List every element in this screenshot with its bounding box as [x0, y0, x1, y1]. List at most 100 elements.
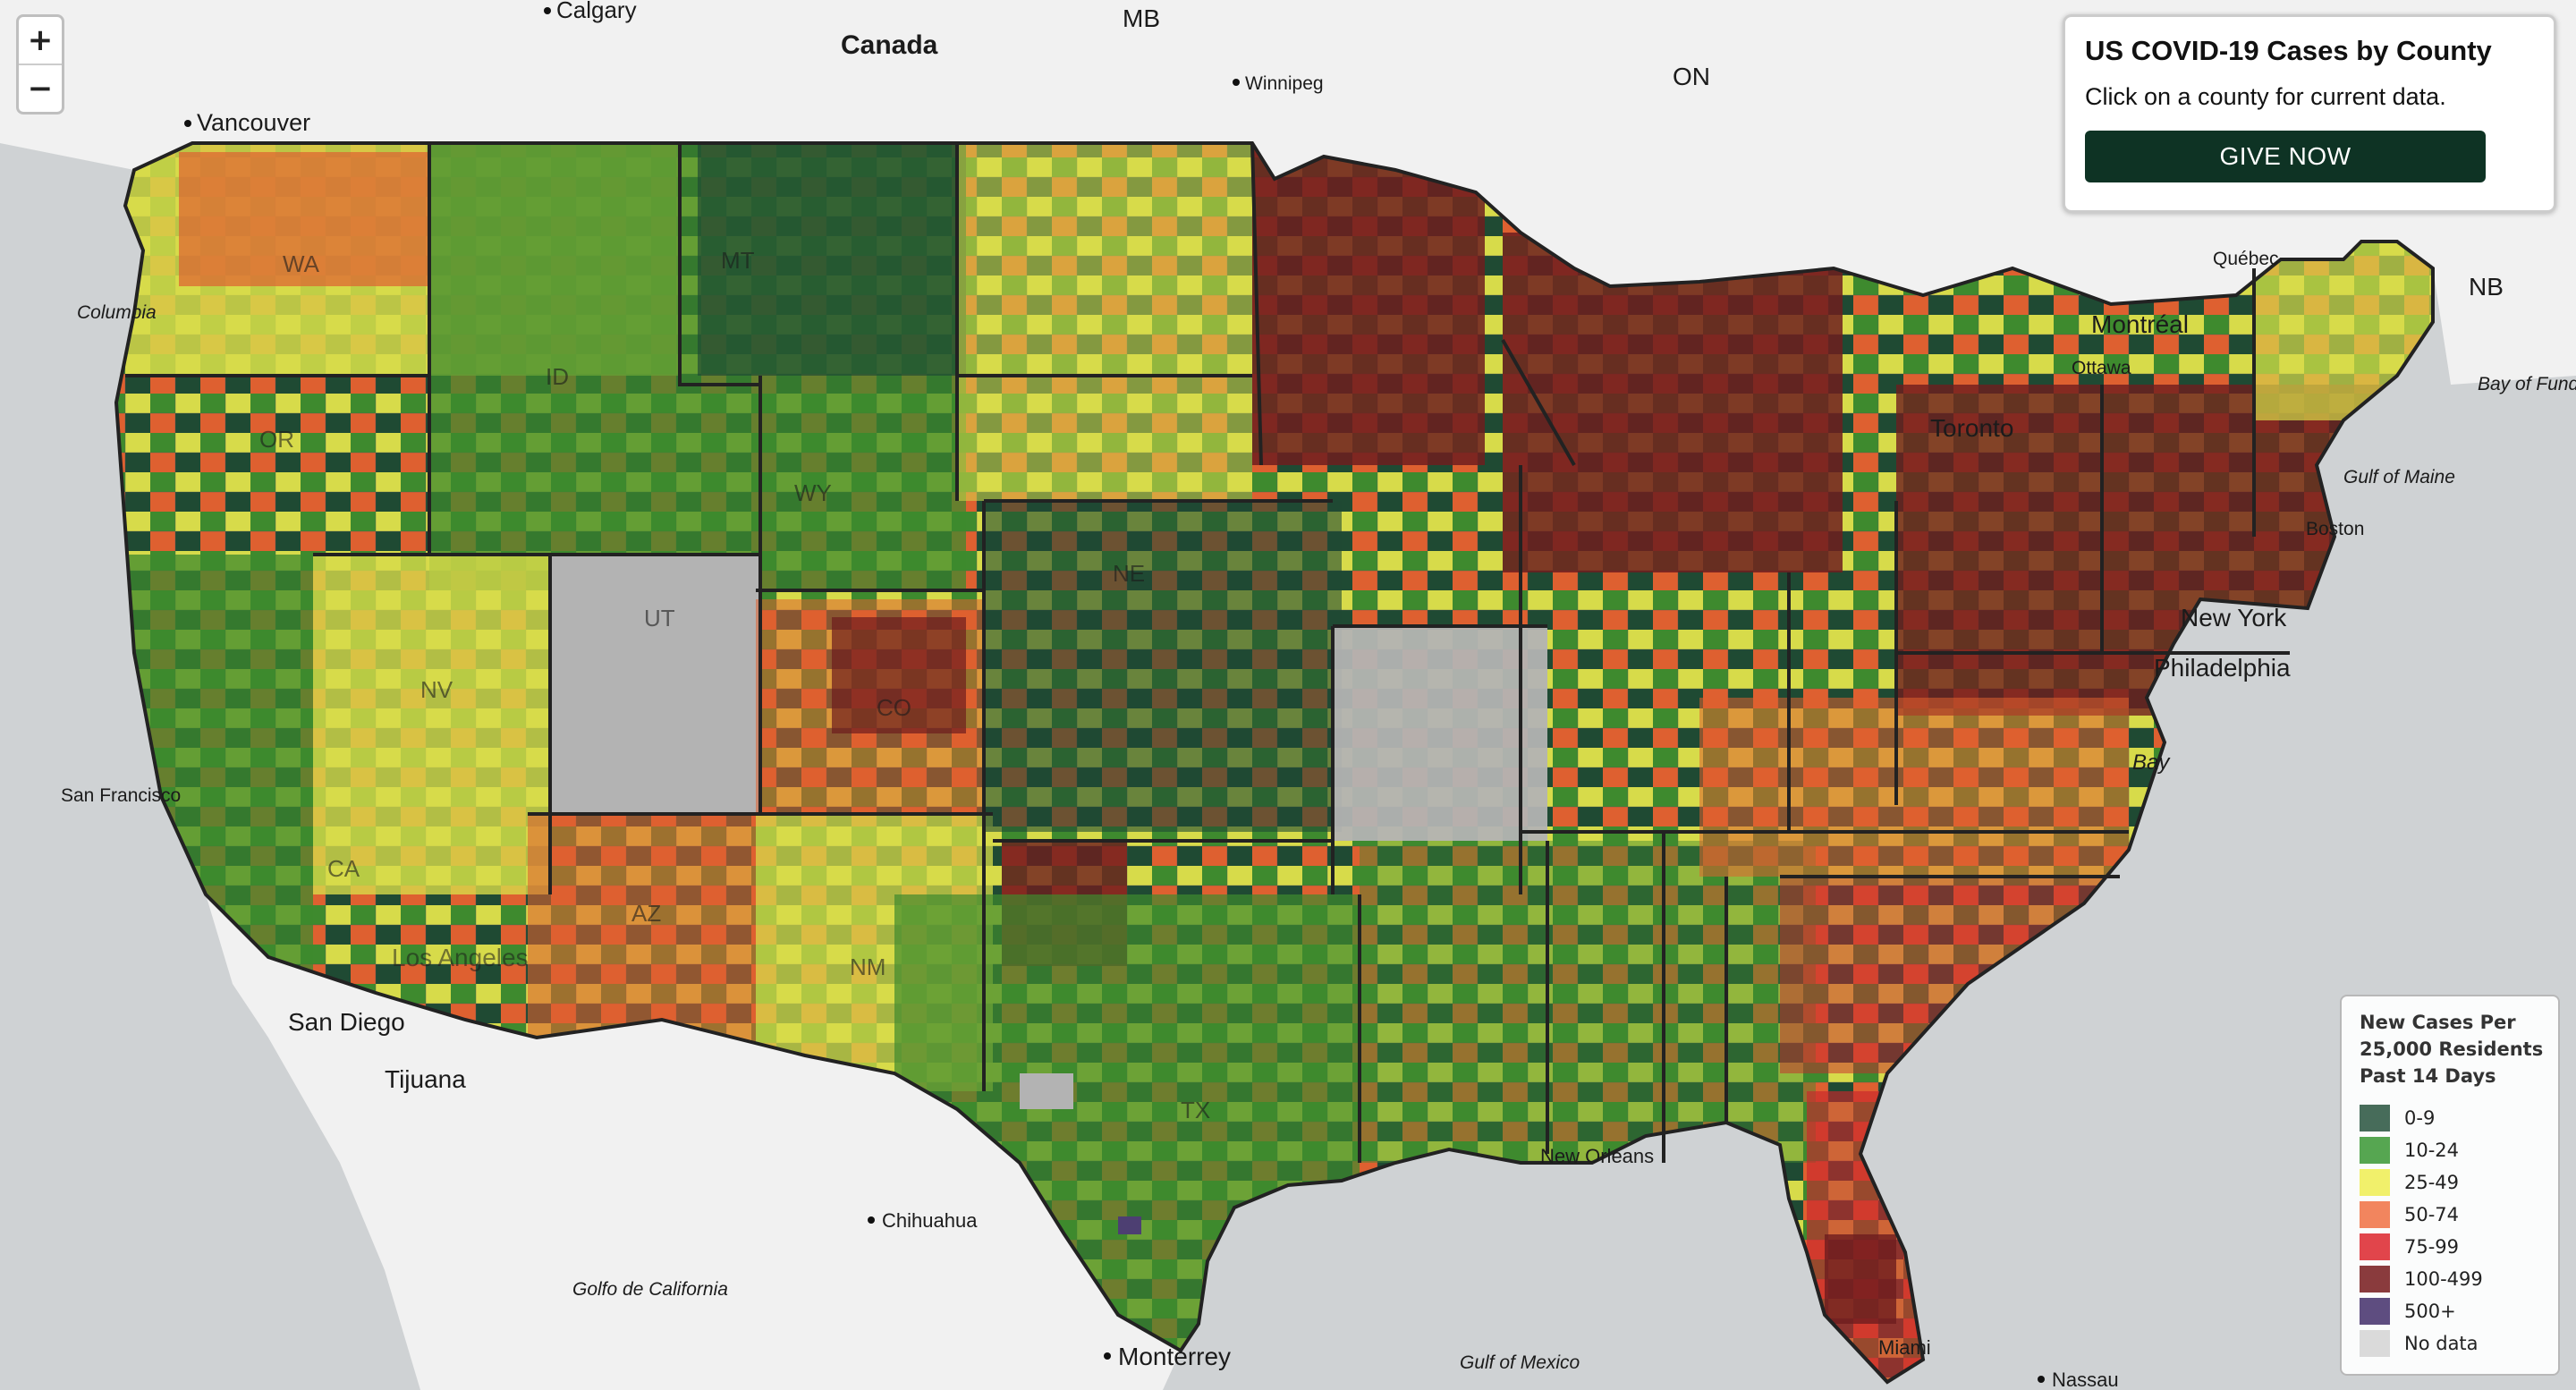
- legend-label: 75-99: [2404, 1236, 2460, 1258]
- legend-title-line-3: Past 14 Days: [2360, 1065, 2496, 1087]
- zoom-control: + −: [16, 14, 64, 114]
- info-panel: US COVID-19 Cases by County Click on a c…: [2063, 14, 2556, 213]
- legend-label: 0-9: [2404, 1107, 2436, 1129]
- label-on: ON: [1673, 63, 1710, 90]
- label-philadelphia: Philadelphia: [2154, 654, 2291, 682]
- place-labels: Calgary Vancouver Canada MB Winnipeg ON …: [61, 0, 2576, 1390]
- label-bay-of-fundy: Bay of Fundy: [2478, 374, 2576, 394]
- label-nassau: Nassau: [2052, 1369, 2119, 1390]
- legend-label: 100-499: [2404, 1268, 2483, 1290]
- region-missouri-no-data: [1333, 626, 1547, 841]
- legend-label: 50-74: [2404, 1204, 2460, 1225]
- label-vancouver: Vancouver: [197, 109, 310, 136]
- label-nb: NB: [2469, 273, 2504, 301]
- legend-item: No data: [2360, 1327, 2546, 1360]
- legend-item: 75-99: [2360, 1231, 2546, 1263]
- label-los-angeles: Los Angeles: [392, 944, 529, 971]
- county-500-plus: [1118, 1216, 1141, 1234]
- label-tijuana: Tijuana: [385, 1065, 466, 1093]
- zoom-in-button[interactable]: +: [27, 22, 54, 58]
- region-southeast-mix: [1360, 841, 1816, 1163]
- mexico-land: [206, 894, 1181, 1390]
- label-id: ID: [546, 363, 569, 390]
- label-san-diego: San Diego: [288, 1008, 405, 1036]
- label-co: CO: [877, 694, 911, 721]
- info-subtitle: Click on a county for current data.: [2085, 83, 2446, 110]
- state-borders: [114, 141, 2435, 1384]
- label-columbia: Columbia: [77, 302, 157, 323]
- label-wy: WY: [794, 479, 832, 506]
- give-now-button[interactable]: GIVE NOW: [2085, 131, 2486, 182]
- legend-label: No data: [2404, 1333, 2479, 1354]
- region-kansas-nebraska: [984, 501, 1342, 832]
- label-or: OR: [259, 426, 294, 453]
- label-montreal: Montréal: [2091, 310, 2189, 338]
- label-ca: CA: [327, 855, 360, 882]
- label-quebec: Québec: [2213, 249, 2279, 269]
- label-ottawa: Ottawa: [2072, 358, 2131, 378]
- label-san-francisco: San Francisco: [61, 785, 181, 806]
- region-washington-hotspots: [179, 152, 429, 286]
- legend-label: 10-24: [2404, 1140, 2460, 1161]
- legend-title-line-2: 25,000 Residents: [2360, 1038, 2544, 1060]
- legend-item: 10-24: [2360, 1134, 2546, 1166]
- region-colorado-hot: [832, 617, 966, 733]
- label-gulf-of-mexico: Gulf of Mexico: [1460, 1352, 1580, 1373]
- canada-land: [0, 0, 2576, 385]
- label-nv: NV: [420, 676, 453, 703]
- region-michigan: [1503, 233, 1843, 572]
- legend-swatch: [2360, 1169, 2390, 1196]
- label-gulf-of-maine: Gulf of Maine: [2343, 467, 2455, 487]
- legend-label: 25-49: [2404, 1172, 2460, 1193]
- region-nevada: [313, 555, 550, 894]
- legend-title-line-1: New Cases Per: [2360, 1012, 2516, 1033]
- region-appalachia: [1699, 698, 2129, 877]
- legend-item: 50-74: [2360, 1199, 2546, 1231]
- label-golfo-de-california: Golfo de California: [572, 1279, 728, 1300]
- legend-item: 100-499: [2360, 1263, 2546, 1295]
- legend-swatch: [2360, 1105, 2390, 1131]
- region-arizona: [528, 814, 756, 1091]
- label-monterrey: Monterrey: [1118, 1343, 1231, 1370]
- label-canada: Canada: [841, 30, 938, 60]
- legend-title: New Cases Per 25,000 Residents Past 14 D…: [2360, 1009, 2546, 1089]
- legend-swatch: [2360, 1201, 2390, 1228]
- region-minnesota-wisconsin: [1252, 143, 1485, 465]
- label-wa: WA: [283, 250, 320, 277]
- legend-swatch: [2360, 1298, 2390, 1325]
- label-ut: UT: [644, 605, 675, 631]
- legend-item: 25-49: [2360, 1166, 2546, 1199]
- label-ne: NE: [1113, 560, 1145, 587]
- label-nm: NM: [850, 954, 886, 980]
- label-miami: Miami: [1878, 1336, 1931, 1359]
- zoom-out-button[interactable]: −: [19, 64, 62, 112]
- region-maine: [2254, 233, 2433, 420]
- label-new-york: New York: [2181, 604, 2287, 631]
- label-bay: Bay: [2132, 750, 2171, 775]
- legend-swatch: [2360, 1233, 2390, 1260]
- region-florida-hot: [1825, 1234, 1896, 1324]
- label-chihuahua: Chihuahua: [882, 1209, 978, 1232]
- label-calgary: Calgary: [556, 0, 637, 23]
- legend-swatch: [2360, 1266, 2390, 1293]
- legend-item: 500+: [2360, 1295, 2546, 1327]
- county-no-data-tx: [1020, 1073, 1073, 1109]
- label-boston: Boston: [2306, 519, 2364, 539]
- label-az: AZ: [631, 900, 661, 927]
- legend: New Cases Per 25,000 Residents Past 14 D…: [2340, 995, 2560, 1376]
- label-new-orleans: New Orleans: [1540, 1145, 1654, 1167]
- label-mt: MT: [721, 247, 755, 274]
- legend-item: 0-9: [2360, 1102, 2546, 1134]
- legend-swatch: [2360, 1137, 2390, 1164]
- region-dakotas: [957, 143, 1252, 501]
- region-montana-dark: [698, 143, 966, 376]
- legend-label: 500+: [2404, 1301, 2456, 1322]
- legend-swatch: [2360, 1330, 2390, 1357]
- label-tx: TX: [1181, 1097, 1210, 1123]
- label-toronto: Toronto: [1930, 414, 2013, 442]
- info-title: US COVID-19 Cases by County: [2085, 35, 2492, 66]
- region-utah-no-data: [550, 555, 760, 814]
- label-mb: MB: [1123, 4, 1160, 32]
- label-winnipeg: Winnipeg: [1245, 73, 1324, 94]
